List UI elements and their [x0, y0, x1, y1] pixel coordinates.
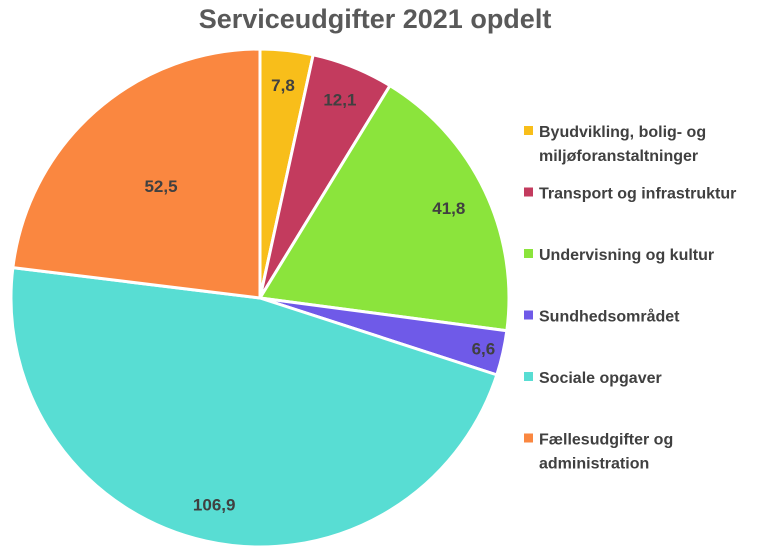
pie-slice-sociale-opgaver: [9, 266, 499, 549]
pie-slice-undervisning-og-kultur: [258, 84, 511, 333]
legend-swatch: [524, 249, 533, 258]
legend-item-sundhedsomradet: Sundhedsområdet: [524, 308, 680, 326]
legend-swatch: [524, 372, 533, 381]
pie-slices: [9, 47, 511, 549]
data-label-faellesudgifter-og-administration: 52,5: [144, 177, 177, 196]
legend: Byudvikling, bolig- og miljøforanstaltnin…: [524, 124, 736, 473]
legend-item-undervisning-og-kultur: Undervisning og kultur: [524, 247, 714, 264]
legend-swatch: [524, 126, 533, 135]
legend-label: Sundhedsområdet: [539, 308, 680, 326]
legend-label: Undervisning og kultur: [539, 247, 714, 264]
chart-title: Serviceudgifter 2021 opdelt: [199, 4, 552, 34]
data-label-undervisning-og-kultur: 41,8: [432, 199, 465, 218]
legend-item-sociale-opgaver: Sociale opgaver: [524, 370, 662, 387]
legend-label: Sociale opgaver: [539, 370, 662, 387]
legend-label: Fællesudgifter og administration: [539, 432, 673, 473]
data-label-transport-og-infrastruktur: 12,1: [323, 90, 356, 109]
legend-item-byudvikling-bolig-og-miljoforanstaltninger: Byudvikling, bolig- og miljøforanstaltnin…: [524, 124, 706, 165]
data-label-sundhedsomradet: 6,6: [472, 340, 496, 359]
legend-swatch: [524, 310, 533, 320]
data-labels: 7,8 12,1 41,8 6,6 106,9 52,5: [144, 76, 495, 514]
legend-item-faellesudgifter-og-administration: Fællesudgifter og administration: [524, 432, 673, 473]
legend-swatch: [524, 187, 533, 197]
pie-slice-faellesudgifter-og-administration: [11, 47, 262, 300]
data-label-sociale-opgaver: 106,9: [193, 496, 236, 515]
data-label-byudvikling-bolig-og-miljoforanstaltninger: 7,8: [271, 76, 295, 95]
legend-item-transport-og-infrastruktur: Transport og infrastruktur: [524, 186, 736, 203]
legend-label: Byudvikling, bolig- og miljøforanstaltnin…: [539, 124, 706, 165]
legend-swatch: [524, 433, 533, 443]
legend-label: Transport og infrastruktur: [539, 186, 736, 203]
